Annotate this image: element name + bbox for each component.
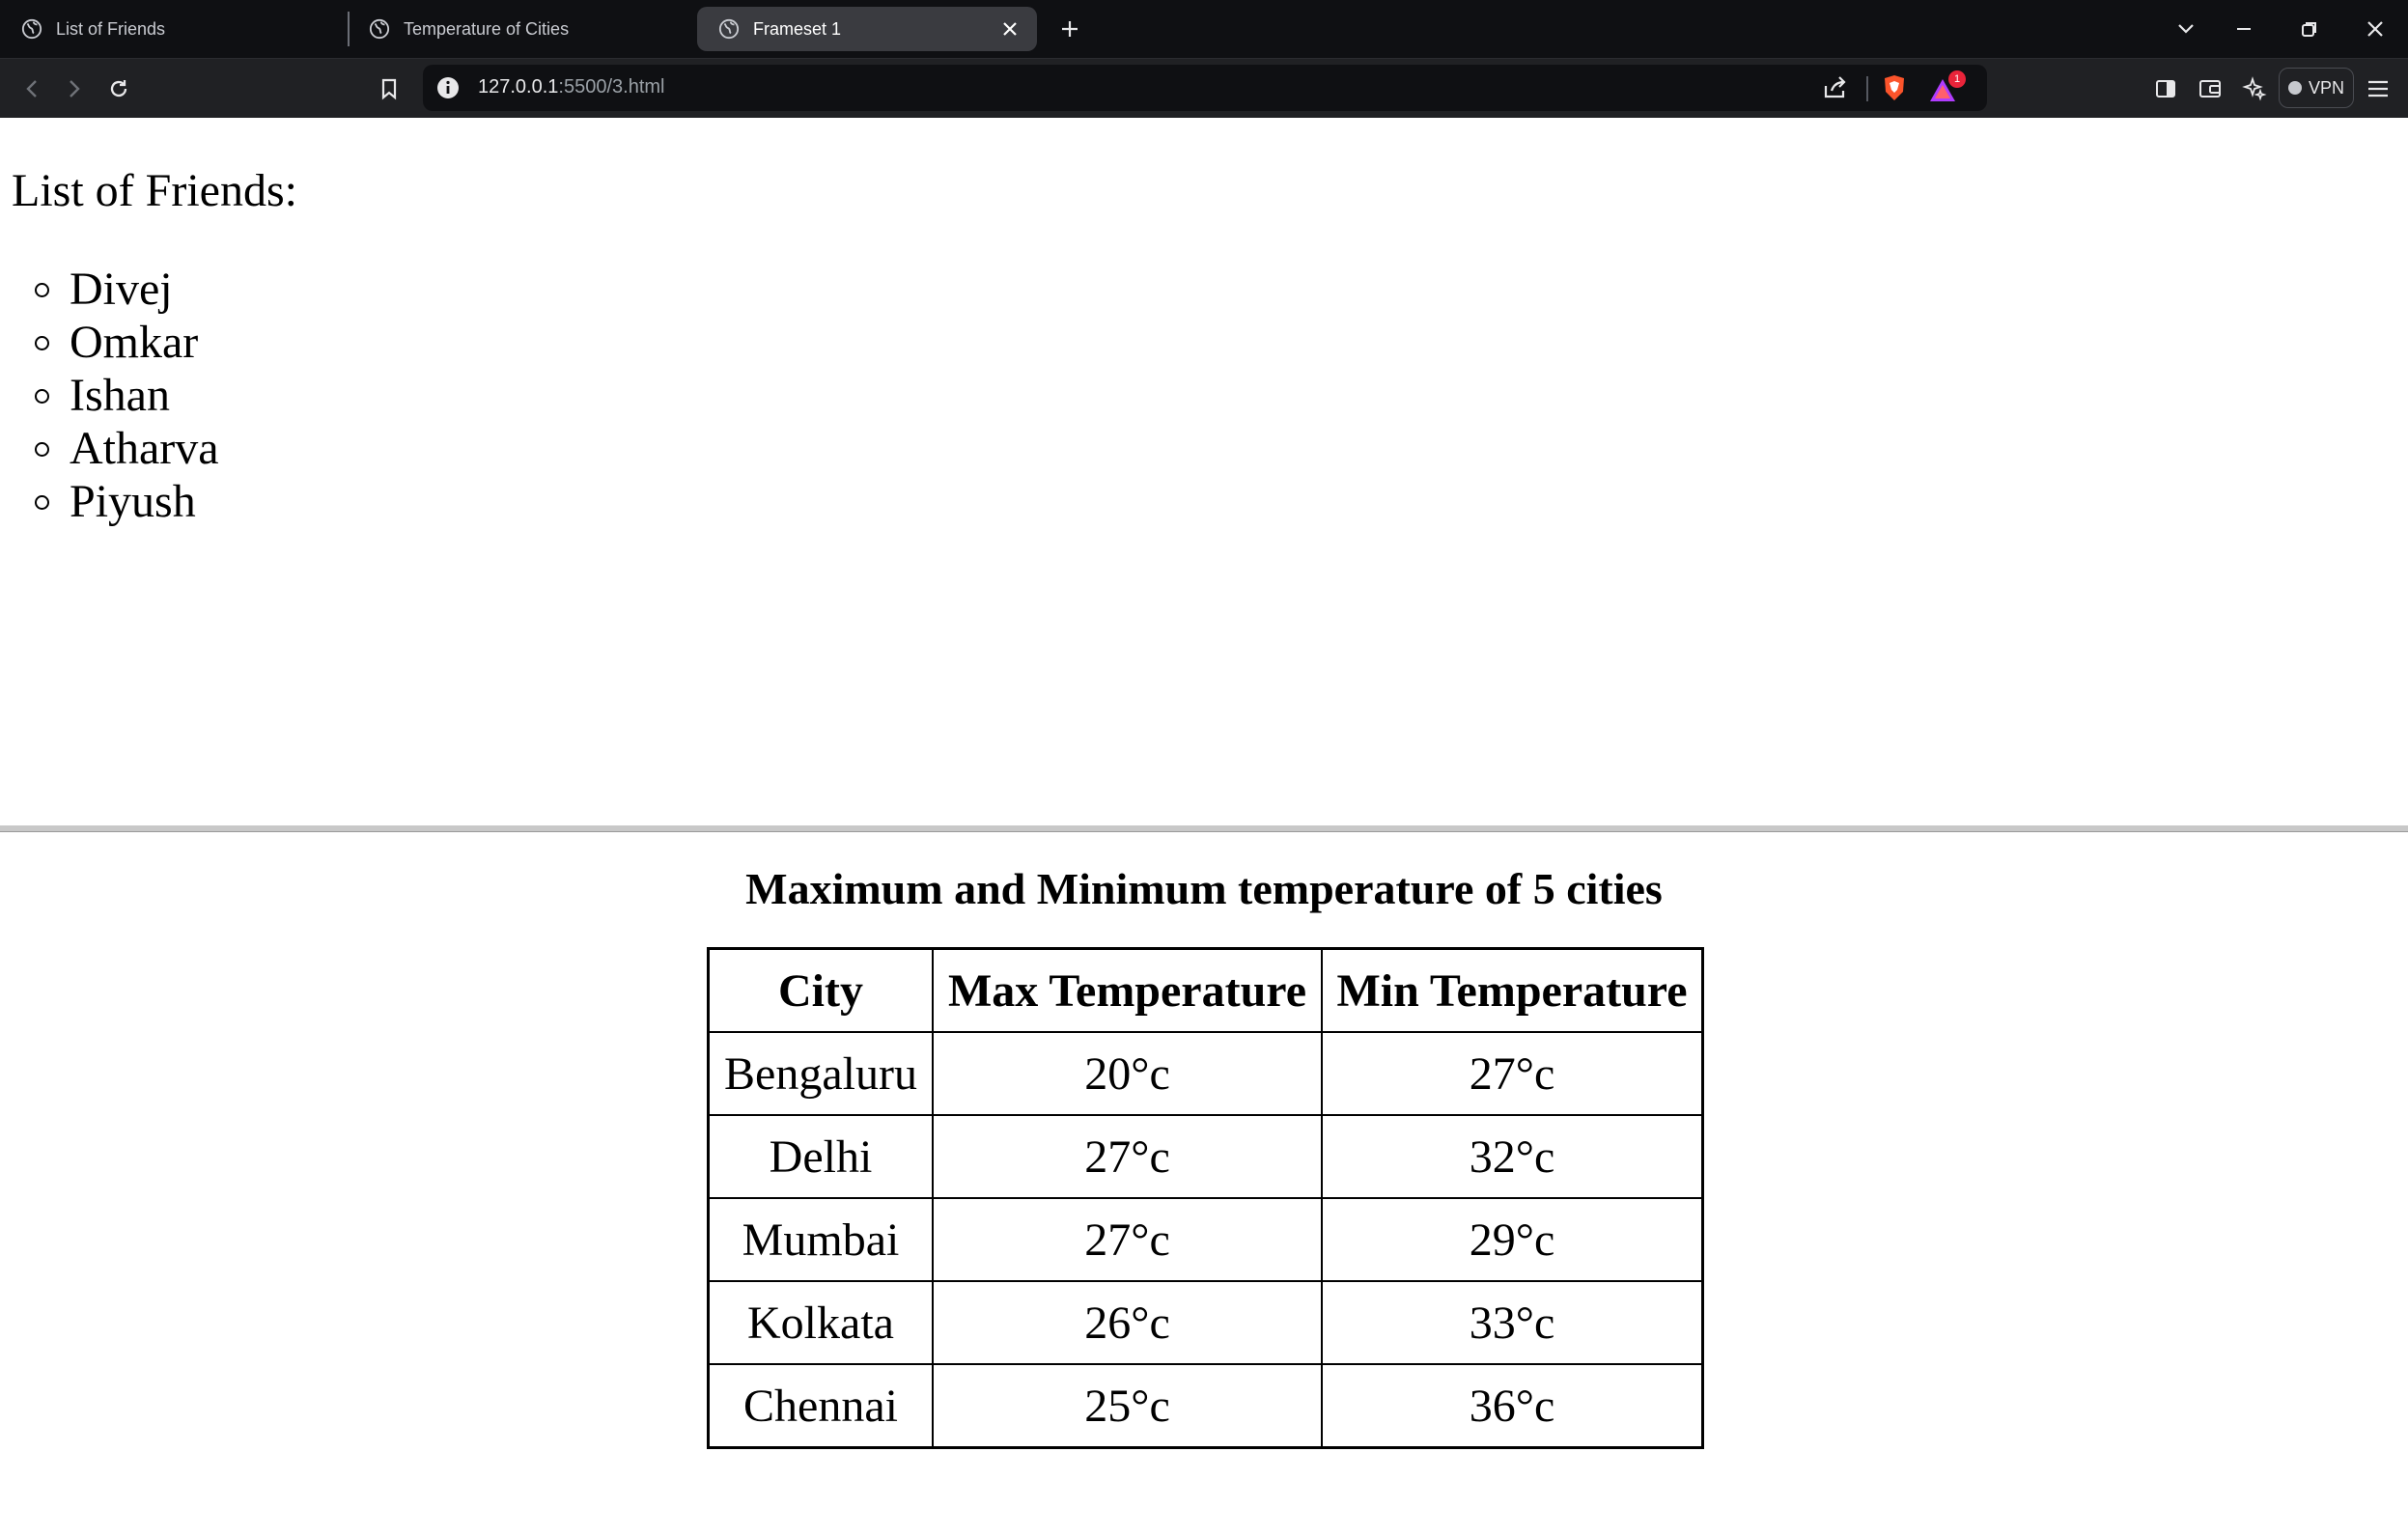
column-header-max-temperature: Max Temperature	[933, 949, 1322, 1032]
browser-toolbar: 127.0.0.1:5500/3.html 1 VPN	[0, 58, 2408, 118]
min-temperature-cell: 32°c	[1322, 1115, 1702, 1198]
wallet-icon	[2199, 80, 2221, 98]
globe-icon	[369, 18, 390, 40]
address-bar-separator	[1866, 76, 1868, 101]
main-menu-button[interactable]	[2362, 72, 2394, 105]
chevron-down-icon	[2178, 24, 2194, 34]
sidebar-icon	[2156, 80, 2175, 98]
list-item: Atharva	[0, 422, 219, 475]
max-temperature-cell: 27°c	[933, 1198, 1322, 1281]
tab-label: Frameset 1	[753, 18, 842, 39]
sidebar-button[interactable]	[2149, 72, 2182, 105]
back-icon	[26, 80, 37, 98]
max-temperature-cell: 27°c	[933, 1115, 1322, 1198]
restore-icon	[2302, 22, 2316, 37]
circle-bullet-icon	[35, 283, 49, 297]
reload-button[interactable]	[102, 72, 135, 105]
table-row: Bengaluru 20°c 27°c	[709, 1032, 1702, 1115]
address-url[interactable]: 127.0.0.1:5500/3.html	[478, 76, 665, 98]
restore-button[interactable]	[2290, 10, 2329, 48]
vpn-label: VPN	[2308, 77, 2344, 98]
friends-frame: List of Friends: Divej Omkar Ishan Athar…	[0, 118, 2408, 825]
list-item: Divej	[0, 263, 219, 316]
leo-icon	[2242, 76, 2267, 101]
minimize-icon	[2237, 28, 2251, 30]
tab-temperature-of-cities[interactable]: Temperature of Cities	[348, 7, 697, 51]
max-temperature-cell: 20°c	[933, 1032, 1322, 1115]
temperature-table: City Max Temperature Min Temperature Ben…	[707, 947, 1704, 1449]
vpn-status-icon	[2287, 81, 2302, 95]
close-tab-button[interactable]	[996, 15, 1023, 42]
wallet-button[interactable]	[2194, 72, 2226, 105]
tab-search-button[interactable]	[2167, 10, 2205, 48]
city-cell: Delhi	[709, 1115, 933, 1198]
table-row: Mumbai 27°c 29°c	[709, 1198, 1702, 1281]
share-icon	[1824, 76, 1846, 98]
city-cell: Chennai	[709, 1364, 933, 1447]
menu-icon	[2368, 80, 2388, 98]
new-tab-button[interactable]	[1054, 14, 1085, 44]
notification-badge: 1	[1948, 70, 1966, 88]
minimize-button[interactable]	[2225, 10, 2263, 48]
forward-icon	[70, 80, 80, 98]
share-button[interactable]	[1821, 74, 1850, 103]
column-header-min-temperature: Min Temperature	[1322, 949, 1702, 1032]
globe-icon	[21, 18, 42, 40]
city-cell: Kolkata	[709, 1281, 933, 1364]
circle-bullet-icon	[35, 442, 49, 457]
leo-ai-button[interactable]	[2238, 72, 2271, 105]
table-row: Kolkata 26°c 33°c	[709, 1281, 1702, 1364]
tab-label: Temperature of Cities	[404, 18, 570, 39]
table-caption: Maximum and Minimum temperature of 5 cit…	[745, 864, 1663, 913]
bookmark-icon	[381, 78, 397, 100]
reload-icon	[110, 80, 127, 98]
close-window-button[interactable]	[2356, 10, 2394, 48]
brave-rewards-icon	[1930, 79, 1955, 101]
bookmark-button[interactable]	[373, 72, 406, 105]
friends-list: Divej Omkar Ishan Atharva Piyush	[0, 263, 219, 528]
list-item: Omkar	[0, 316, 219, 369]
brave-shield-icon	[1885, 75, 1904, 100]
min-temperature-cell: 27°c	[1322, 1032, 1702, 1115]
temperature-frame: Maximum and Minimum temperature of 5 cit…	[0, 832, 2408, 1536]
column-header-city: City	[709, 949, 933, 1032]
plus-icon	[1062, 21, 1078, 37]
info-icon[interactable]	[436, 76, 460, 99]
table-row: Chennai 25°c 36°c	[709, 1364, 1702, 1447]
min-temperature-cell: 29°c	[1322, 1198, 1702, 1281]
tab-separator	[348, 12, 350, 46]
globe-icon	[718, 18, 740, 40]
circle-bullet-icon	[35, 495, 49, 510]
city-cell: Bengaluru	[709, 1032, 933, 1115]
circle-bullet-icon	[35, 336, 49, 350]
circle-bullet-icon	[35, 389, 49, 404]
max-temperature-cell: 25°c	[933, 1364, 1322, 1447]
back-button[interactable]	[15, 72, 48, 105]
max-temperature-cell: 26°c	[933, 1281, 1322, 1364]
address-bar[interactable]: 127.0.0.1:5500/3.html 1	[423, 65, 1987, 111]
tab-frameset-1[interactable]: Frameset 1	[697, 7, 1037, 51]
city-cell: Mumbai	[709, 1198, 933, 1281]
table-row: Delhi 27°c 32°c	[709, 1115, 1702, 1198]
close-icon	[1003, 22, 1017, 36]
list-item: Piyush	[0, 475, 219, 528]
table-header-row: City Max Temperature Min Temperature	[709, 949, 1702, 1032]
close-icon	[2367, 21, 2383, 37]
vpn-button[interactable]: VPN	[2279, 68, 2354, 108]
min-temperature-cell: 33°c	[1322, 1281, 1702, 1364]
min-temperature-cell: 36°c	[1322, 1364, 1702, 1447]
friends-heading: List of Friends:	[12, 165, 297, 216]
tab-list-of-friends[interactable]: List of Friends	[0, 7, 348, 51]
brave-shields-button[interactable]	[1881, 73, 1910, 102]
forward-button[interactable]	[58, 72, 91, 105]
tab-strip: List of Friends Temperature of Cities Fr…	[0, 0, 2408, 58]
list-item: Ishan	[0, 369, 219, 422]
tab-label: List of Friends	[56, 18, 166, 39]
brave-rewards-button[interactable]: 1	[1929, 70, 1972, 105]
frame-resize-border[interactable]	[0, 825, 2408, 832]
